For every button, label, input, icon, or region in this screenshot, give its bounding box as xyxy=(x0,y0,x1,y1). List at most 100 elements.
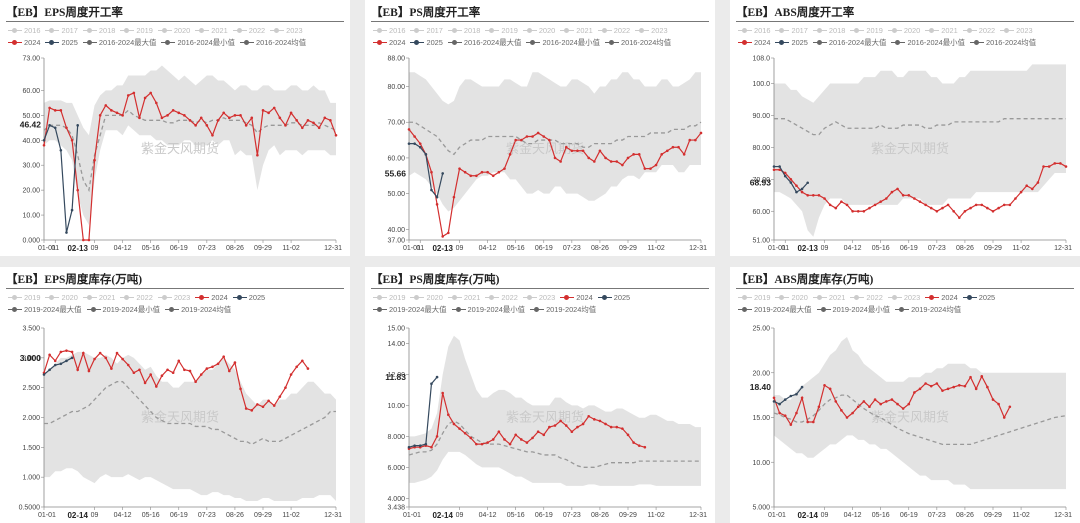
legend-item-2021[interactable]: 2021 xyxy=(82,293,115,302)
legend-item-2016-2024最大值[interactable]: 2016-2024最大值 xyxy=(82,37,156,48)
legend-item-2016-2024最大值[interactable]: 2016-2024最大值 xyxy=(812,37,886,48)
x-tick-label: 04-12 xyxy=(114,245,132,252)
legend-row: 2024 2025 2016-2024最大值 2016-2024最小值 2016-202… xyxy=(738,36,1076,48)
data-point-2024 xyxy=(688,138,692,142)
legend-item-2016[interactable]: 2016 xyxy=(8,26,40,35)
legend-item-2025[interactable]: 2025 xyxy=(962,293,995,302)
legend-item-2019-2024最大值[interactable]: 2019-2024最大值 xyxy=(373,304,447,315)
legend-item-2022[interactable]: 2022 xyxy=(962,26,995,35)
legend-item-2016-2024均值[interactable]: 2016-2024均值 xyxy=(239,37,306,48)
legend-item-2022[interactable]: 2022 xyxy=(850,293,883,302)
legend-item-2016-2024最小值[interactable]: 2016-2024最小值 xyxy=(526,37,600,48)
legend-item-2018[interactable]: 2018 xyxy=(812,26,845,35)
legend-swatch-icon xyxy=(816,305,831,313)
legend-item-2025[interactable]: 2025 xyxy=(410,38,443,47)
legend-item-2021[interactable]: 2021 xyxy=(195,26,228,35)
legend-item-2019-2024均值[interactable]: 2019-2024均值 xyxy=(895,304,961,315)
legend-item-2021[interactable]: 2021 xyxy=(447,293,480,302)
data-point-2024 xyxy=(508,153,512,156)
legend-item-2023[interactable]: 2023 xyxy=(157,293,190,302)
data-point-2025 xyxy=(430,382,433,386)
legend-item-2024[interactable]: 2024 xyxy=(560,293,593,302)
legend-item-2025[interactable]: 2025 xyxy=(775,38,808,47)
legend-item-2022[interactable]: 2022 xyxy=(232,26,265,35)
legend-item-2019[interactable]: 2019 xyxy=(738,293,770,302)
legend-item-2016-2024最小值[interactable]: 2016-2024最小值 xyxy=(891,37,965,48)
data-point-2024 xyxy=(520,438,523,441)
legend-item-2020[interactable]: 2020 xyxy=(775,293,808,302)
legend-swatch-icon xyxy=(157,293,172,301)
legend-swatch-icon xyxy=(373,38,387,46)
legend-item-2020[interactable]: 2020 xyxy=(157,26,190,35)
data-point-2024 xyxy=(194,124,197,127)
legend-item-2019[interactable]: 2019 xyxy=(8,293,40,302)
legend-item-2020[interactable]: 2020 xyxy=(522,26,555,35)
legend-item-2024[interactable]: 2024 xyxy=(373,38,405,47)
data-point-2024 xyxy=(553,424,557,427)
legend-item-2024[interactable]: 2024 xyxy=(738,38,770,47)
data-point-2024 xyxy=(609,425,613,429)
legend-item-2019-2024最小值[interactable]: 2019-2024最小值 xyxy=(451,304,525,315)
legend-item-2020[interactable]: 2020 xyxy=(45,293,78,302)
legend-item-2016-2024最小值[interactable]: 2016-2024最小值 xyxy=(161,37,235,48)
data-point-2024 xyxy=(132,91,136,95)
legend-item-2019[interactable]: 2019 xyxy=(485,26,518,35)
legend-row: 2019-2024最大值 2019-2024最小值 2019-2024均值 xyxy=(8,303,346,315)
legend-item-2019-2024均值[interactable]: 2019-2024均值 xyxy=(165,304,231,315)
legend-item-2022[interactable]: 2022 xyxy=(120,293,153,302)
legend-item-2019[interactable]: 2019 xyxy=(373,293,405,302)
legend-item-2025[interactable]: 2025 xyxy=(232,293,265,302)
legend-item-2024[interactable]: 2024 xyxy=(8,38,40,47)
legend-item-2023[interactable]: 2023 xyxy=(1000,26,1033,35)
data-point-2024 xyxy=(576,149,579,153)
legend-item-2018[interactable]: 2018 xyxy=(447,26,480,35)
legend-item-2023[interactable]: 2023 xyxy=(887,293,920,302)
data-point-2024 xyxy=(564,424,568,427)
data-point-2024 xyxy=(941,389,944,392)
legend-item-2019[interactable]: 2019 xyxy=(850,26,883,35)
legend-item-2016-2024均值[interactable]: 2016-2024均值 xyxy=(604,37,671,48)
legend-item-2016[interactable]: 2016 xyxy=(373,26,405,35)
legend-item-2022[interactable]: 2022 xyxy=(485,293,518,302)
legend-item-2019-2024最大值[interactable]: 2019-2024最大值 xyxy=(738,304,812,315)
legend-item-2021[interactable]: 2021 xyxy=(925,26,958,35)
data-point-2024 xyxy=(441,391,444,395)
data-point-2025 xyxy=(59,148,63,152)
data-point-2024 xyxy=(879,402,882,406)
legend-item-2023[interactable]: 2023 xyxy=(270,26,303,35)
legend-item-2021[interactable]: 2021 xyxy=(560,26,593,35)
x-tick-label: 01 xyxy=(416,245,424,252)
legend-item-2024[interactable]: 2024 xyxy=(195,293,228,302)
legend-item-2020[interactable]: 2020 xyxy=(410,293,443,302)
legend-item-2025[interactable]: 2025 xyxy=(597,293,630,302)
legend-item-2020[interactable]: 2020 xyxy=(887,26,920,35)
data-point-2025 xyxy=(430,188,433,192)
legend-item-2019-2024最小值[interactable]: 2019-2024最小值 xyxy=(816,304,890,315)
legend-item-2023[interactable]: 2023 xyxy=(522,293,555,302)
legend-item-2021[interactable]: 2021 xyxy=(812,293,845,302)
legend-item-2018[interactable]: 2018 xyxy=(82,26,115,35)
data-point-2024 xyxy=(329,119,332,122)
legend-item-2019-2024最小值[interactable]: 2019-2024最小值 xyxy=(86,304,160,315)
legend-item-2016[interactable]: 2016 xyxy=(738,26,770,35)
legend-item-2019[interactable]: 2019 xyxy=(120,26,153,35)
legend-item-2019-2024均值[interactable]: 2019-2024均值 xyxy=(530,304,596,315)
data-point-2024 xyxy=(514,138,517,142)
legend-item-2024[interactable]: 2024 xyxy=(925,293,958,302)
current-date-label: 02-14 xyxy=(67,511,88,520)
legend-item-2019-2024最大值[interactable]: 2019-2024最大值 xyxy=(8,304,82,315)
legend-item-2022[interactable]: 2022 xyxy=(597,26,630,35)
legend-item-2016-2024均值[interactable]: 2016-2024均值 xyxy=(969,37,1036,48)
legend-item-2023[interactable]: 2023 xyxy=(635,26,668,35)
legend-label: 2019-2024均值 xyxy=(911,304,962,314)
legend-item-2016-2024最大值[interactable]: 2016-2024最大值 xyxy=(447,37,521,48)
legend-item-2017[interactable]: 2017 xyxy=(775,26,808,35)
legend-swatch-icon xyxy=(850,293,865,301)
legend-item-2017[interactable]: 2017 xyxy=(410,26,443,35)
legend-item-2025[interactable]: 2025 xyxy=(45,38,78,47)
data-point-2024 xyxy=(654,163,658,167)
data-point-2024 xyxy=(1014,197,1017,200)
data-point-2024 xyxy=(929,384,933,388)
data-point-2024 xyxy=(228,369,231,373)
legend-item-2017[interactable]: 2017 xyxy=(45,26,78,35)
